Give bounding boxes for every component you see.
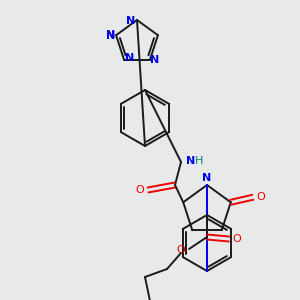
Text: N: N bbox=[186, 156, 195, 166]
Text: O: O bbox=[177, 245, 185, 255]
Text: O: O bbox=[232, 234, 242, 244]
Text: N: N bbox=[125, 53, 134, 63]
Text: N: N bbox=[202, 173, 211, 183]
Text: O: O bbox=[136, 185, 144, 195]
Text: N: N bbox=[126, 16, 136, 26]
Text: N: N bbox=[106, 31, 116, 41]
Text: O: O bbox=[256, 192, 265, 202]
Text: N: N bbox=[150, 55, 160, 65]
Text: H: H bbox=[195, 156, 203, 166]
Text: N: N bbox=[106, 30, 116, 40]
